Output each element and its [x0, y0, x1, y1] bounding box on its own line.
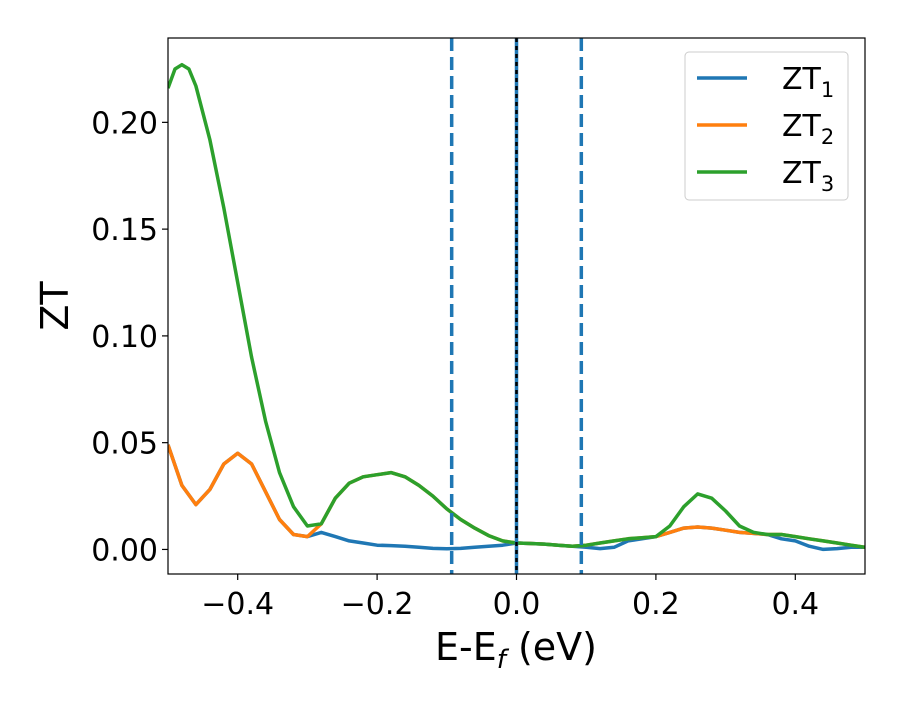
x-tick-label: 0.2 — [632, 587, 680, 622]
plot-area — [168, 38, 865, 574]
x-tick-label: 0.0 — [493, 587, 541, 622]
y-tick-label: 0.05 — [91, 427, 158, 462]
legend: ZT1 ZT2 ZT3 — [684, 51, 849, 201]
y-tick-label: 0.20 — [91, 106, 158, 141]
legend-label-zt1: ZT1 — [782, 62, 834, 102]
x-axis-ticks: −0.4 −0.2 0.0 0.2 0.4 — [201, 574, 819, 622]
series-line-zt3 — [168, 62, 865, 550]
y-axis-ticks: 0.00 0.05 0.10 0.15 0.20 — [91, 106, 168, 568]
x-tick-label: 0.4 — [771, 587, 819, 622]
x-tick-label: −0.2 — [341, 587, 414, 622]
legend-label-zt3: ZT3 — [782, 156, 834, 196]
legend-label-zt2: ZT2 — [782, 109, 834, 149]
y-tick-label: 0.15 — [91, 213, 158, 248]
legend-box — [684, 51, 849, 201]
y-axis-title: ZT — [33, 281, 77, 331]
y-tick-label: 0.10 — [91, 320, 158, 355]
y-tick-label: 0.00 — [91, 533, 158, 568]
x-tick-label: −0.4 — [201, 587, 274, 622]
x-axis-title: E-Ef (eV) — [435, 625, 597, 675]
